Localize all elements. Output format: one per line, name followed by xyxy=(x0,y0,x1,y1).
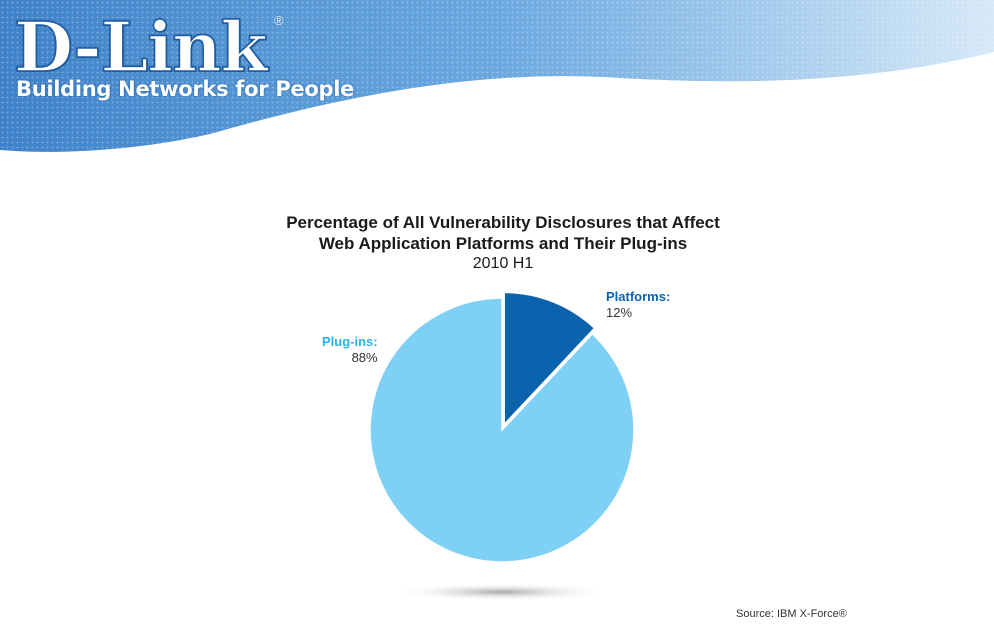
slice-value-platforms: 12% xyxy=(606,305,633,320)
chart-title-line-2: Web Application Platforms and Their Plug… xyxy=(318,234,688,253)
header-banner xyxy=(0,0,994,152)
registered-mark: ® xyxy=(274,13,284,28)
slice-name-platforms: Platforms: xyxy=(606,289,671,304)
slice-value-plugins: 88% xyxy=(351,350,378,365)
pie-slice-platforms xyxy=(503,291,596,427)
chart-subtitle: 2010 H1 xyxy=(472,255,534,272)
slice-name-plugins: Plug-ins: xyxy=(322,334,378,349)
chart-title-line-1: Percentage of All Vulnerability Disclosu… xyxy=(286,213,720,232)
pie-slice-plugins xyxy=(369,297,635,563)
slice-label-platforms: Platforms: 12% xyxy=(606,289,670,321)
pie-shadow xyxy=(392,583,612,601)
slice-label-plugins: Plug-ins: 88% xyxy=(322,334,378,366)
source-note: Source: IBM X-Force® xyxy=(736,608,847,620)
banner-dots xyxy=(0,0,994,152)
brand-tagline: Building Networks for People xyxy=(16,77,355,101)
dlink-logo: D-Link xyxy=(13,8,268,88)
